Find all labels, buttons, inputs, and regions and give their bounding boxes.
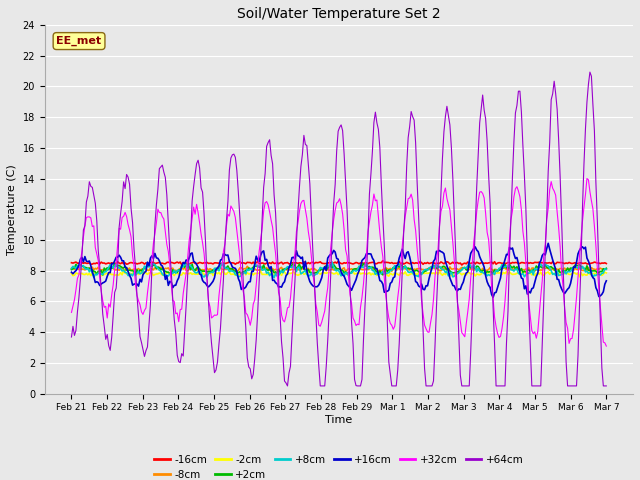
X-axis label: Time: Time xyxy=(325,415,353,425)
Y-axis label: Temperature (C): Temperature (C) xyxy=(7,164,17,254)
Text: EE_met: EE_met xyxy=(56,36,102,46)
Title: Soil/Water Temperature Set 2: Soil/Water Temperature Set 2 xyxy=(237,7,441,21)
Legend: -16cm, -8cm, -2cm, +2cm, +8cm, +16cm, +32cm, +64cm: -16cm, -8cm, -2cm, +2cm, +8cm, +16cm, +3… xyxy=(150,451,527,480)
